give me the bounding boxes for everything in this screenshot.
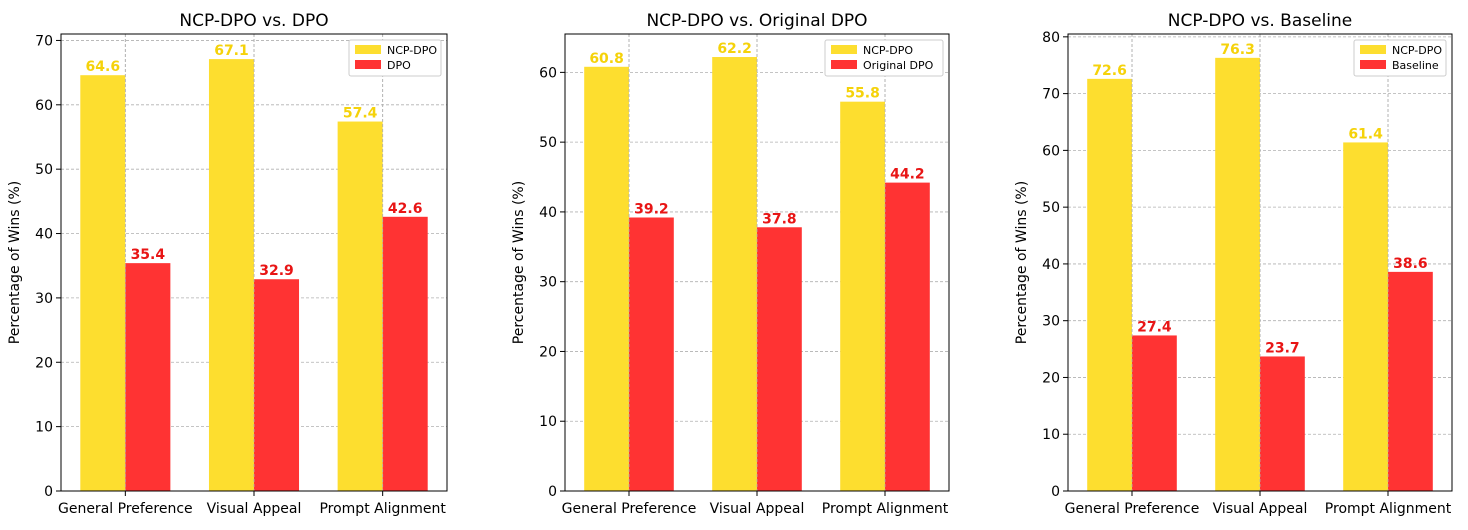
- data-label: 23.7: [1265, 340, 1300, 356]
- legend-swatch: [355, 45, 381, 54]
- bar-dpo-1: [125, 263, 171, 491]
- x-tick-label: Visual Appeal: [710, 501, 805, 517]
- data-label: 55.8: [845, 86, 880, 102]
- data-label: 37.8: [762, 211, 797, 227]
- data-label: 39.2: [634, 201, 669, 217]
- chart-title: NCP-DPO vs. DPO: [179, 11, 328, 31]
- y-axis-label: Percentage of Wins (%): [511, 181, 527, 344]
- y-tick-label: 60: [1042, 143, 1060, 159]
- bar-baseline-2: [1260, 356, 1305, 491]
- y-axis-label: Percentage of Wins (%): [7, 181, 23, 344]
- data-label: 76.3: [1220, 42, 1255, 58]
- legend-label: NCP-DPO: [387, 44, 437, 57]
- data-label: 44.2: [890, 167, 925, 183]
- legend-swatch: [831, 60, 857, 69]
- bar-original-dpo-3: [885, 182, 930, 491]
- chart-title: NCP-DPO vs. Original DPO: [646, 11, 867, 31]
- chart-panel-2: 60.8 62.2 55.8 39.2 37.8 44.2 0 10 20 30 40 50 60 Gen…: [511, 11, 950, 517]
- chart-panel-1: 64.6 67.1 57.4 35.4 32.9 42.6 0 10 20 30 40 50 60 70 G…: [7, 11, 448, 517]
- x-tick-label: Prompt Alignment: [822, 501, 949, 517]
- y-tick-label: 30: [35, 291, 53, 307]
- bar-ncp-dpo-1: [584, 66, 629, 492]
- y-tick-label: 40: [539, 205, 557, 221]
- y-tick-label: 20: [1042, 370, 1060, 386]
- y-tick-label: 50: [1042, 200, 1060, 216]
- x-tick-label: Visual Appeal: [1213, 501, 1308, 517]
- data-label: 32.9: [259, 263, 294, 279]
- legend-swatch: [1360, 45, 1386, 54]
- bar-ncp-dpo-3: [337, 121, 383, 491]
- chart-panel-3: 72.6 76.3 61.4 27.4 23.7 38.6 0 10 20 30 40 50 60 70 8…: [1014, 11, 1453, 517]
- y-tick-label: 20: [35, 355, 53, 371]
- y-tick-label: 40: [1042, 257, 1060, 273]
- data-label: 72.6: [1092, 63, 1127, 79]
- y-tick-label: 10: [539, 414, 557, 430]
- data-label: 35.4: [131, 247, 166, 263]
- data-label: 61.4: [1348, 126, 1383, 142]
- y-tick-label: 0: [1051, 484, 1060, 500]
- legend-label: Original DPO: [863, 59, 934, 72]
- bar-ncp-dpo-2: [208, 59, 254, 492]
- y-tick-label: 0: [44, 484, 53, 500]
- data-label: 60.8: [589, 51, 624, 67]
- y-tick-label: 70: [1042, 87, 1060, 103]
- bar-baseline-3: [1388, 271, 1433, 491]
- y-tick-label: 40: [35, 227, 53, 243]
- y-tick-label: 60: [35, 98, 53, 114]
- data-label: 57.4: [343, 106, 378, 122]
- legend-label: NCP-DPO: [863, 44, 913, 57]
- bar-original-dpo-1: [629, 217, 674, 491]
- y-tick-label: 0: [548, 484, 557, 500]
- data-label: 27.4: [1137, 319, 1172, 335]
- data-label: 62.2: [717, 41, 752, 57]
- bar-ncp-dpo-3: [840, 101, 885, 492]
- y-tick-label: 60: [539, 65, 557, 81]
- bar-dpo-3: [382, 216, 428, 492]
- y-tick-label: 50: [35, 162, 53, 178]
- chart-title: NCP-DPO vs. Baseline: [1168, 11, 1353, 31]
- data-label: 38.6: [1393, 256, 1428, 272]
- bar-ncp-dpo-1: [1087, 78, 1132, 491]
- data-label: 42.6: [388, 201, 423, 217]
- legend-label: NCP-DPO: [1392, 44, 1442, 57]
- y-tick-label: 30: [1042, 314, 1060, 330]
- bar-dpo-2: [254, 279, 300, 491]
- legend-swatch: [355, 60, 381, 69]
- data-label: 64.6: [86, 59, 121, 75]
- y-tick-label: 30: [539, 275, 557, 291]
- y-tick-label: 70: [35, 33, 53, 49]
- x-tick-label: General Preference: [1065, 501, 1200, 517]
- x-tick-label: Visual Appeal: [207, 501, 302, 517]
- x-tick-label: General Preference: [562, 501, 697, 517]
- legend-label: Baseline: [1392, 59, 1439, 72]
- x-tick-label: Prompt Alignment: [1325, 501, 1452, 517]
- bar-ncp-dpo-2: [1215, 57, 1260, 492]
- bar-ncp-dpo-3: [1343, 142, 1388, 491]
- data-label: 67.1: [214, 43, 249, 59]
- y-tick-label: 20: [539, 344, 557, 360]
- y-tick-label: 10: [35, 420, 53, 436]
- legend-swatch: [1360, 60, 1386, 69]
- x-tick-label: Prompt Alignment: [319, 501, 446, 517]
- y-tick-label: 50: [539, 135, 557, 151]
- bar-ncp-dpo-1: [80, 75, 126, 491]
- x-tick-label: General Preference: [58, 501, 193, 517]
- bar-baseline-1: [1132, 335, 1177, 491]
- y-tick-label: 80: [1042, 30, 1060, 46]
- legend-swatch: [831, 45, 857, 54]
- y-tick-label: 10: [1042, 427, 1060, 443]
- bar-original-dpo-2: [757, 227, 802, 491]
- y-axis-label: Percentage of Wins (%): [1014, 181, 1030, 344]
- legend-label: DPO: [387, 59, 411, 72]
- bar-ncp-dpo-2: [712, 57, 757, 492]
